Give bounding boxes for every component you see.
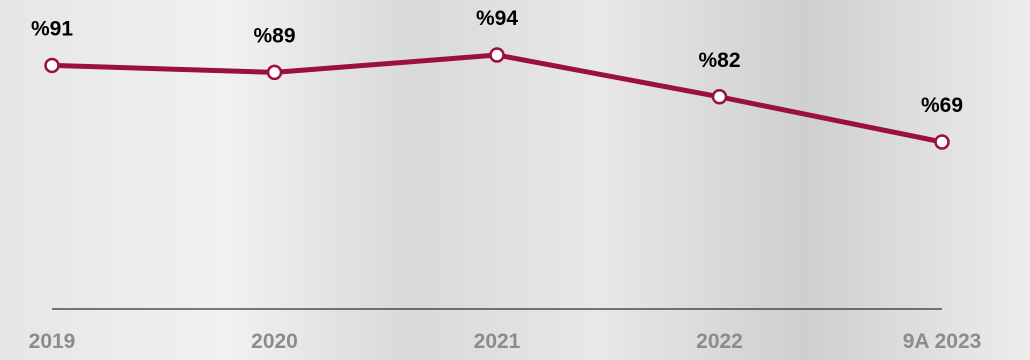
x-tick-labels: 2019 2020 2021 2022 9A 2023	[29, 330, 982, 353]
data-point-2	[489, 47, 505, 63]
data-label-3: %82	[698, 49, 740, 72]
data-point-1	[266, 64, 283, 81]
x-tick-label-0: 2019	[29, 330, 76, 353]
data-markers	[44, 47, 950, 150]
data-point-4	[934, 134, 950, 150]
data-label-1: %89	[253, 24, 295, 47]
x-tick-label-3: 2022	[696, 330, 743, 353]
data-point-0	[44, 57, 60, 74]
x-tick-label-4: 9A 2023	[903, 330, 982, 353]
x-tick-label-2: 2021	[474, 330, 521, 353]
data-label-2: %94	[476, 7, 518, 30]
x-tick-label-1: 2020	[251, 330, 298, 353]
data-label-4: %69	[921, 94, 963, 117]
data-labels: %91 %89 %94 %82 %69	[31, 7, 963, 117]
data-point-3	[711, 89, 728, 105]
data-label-0: %91	[31, 17, 73, 40]
series-line	[49, 52, 945, 145]
